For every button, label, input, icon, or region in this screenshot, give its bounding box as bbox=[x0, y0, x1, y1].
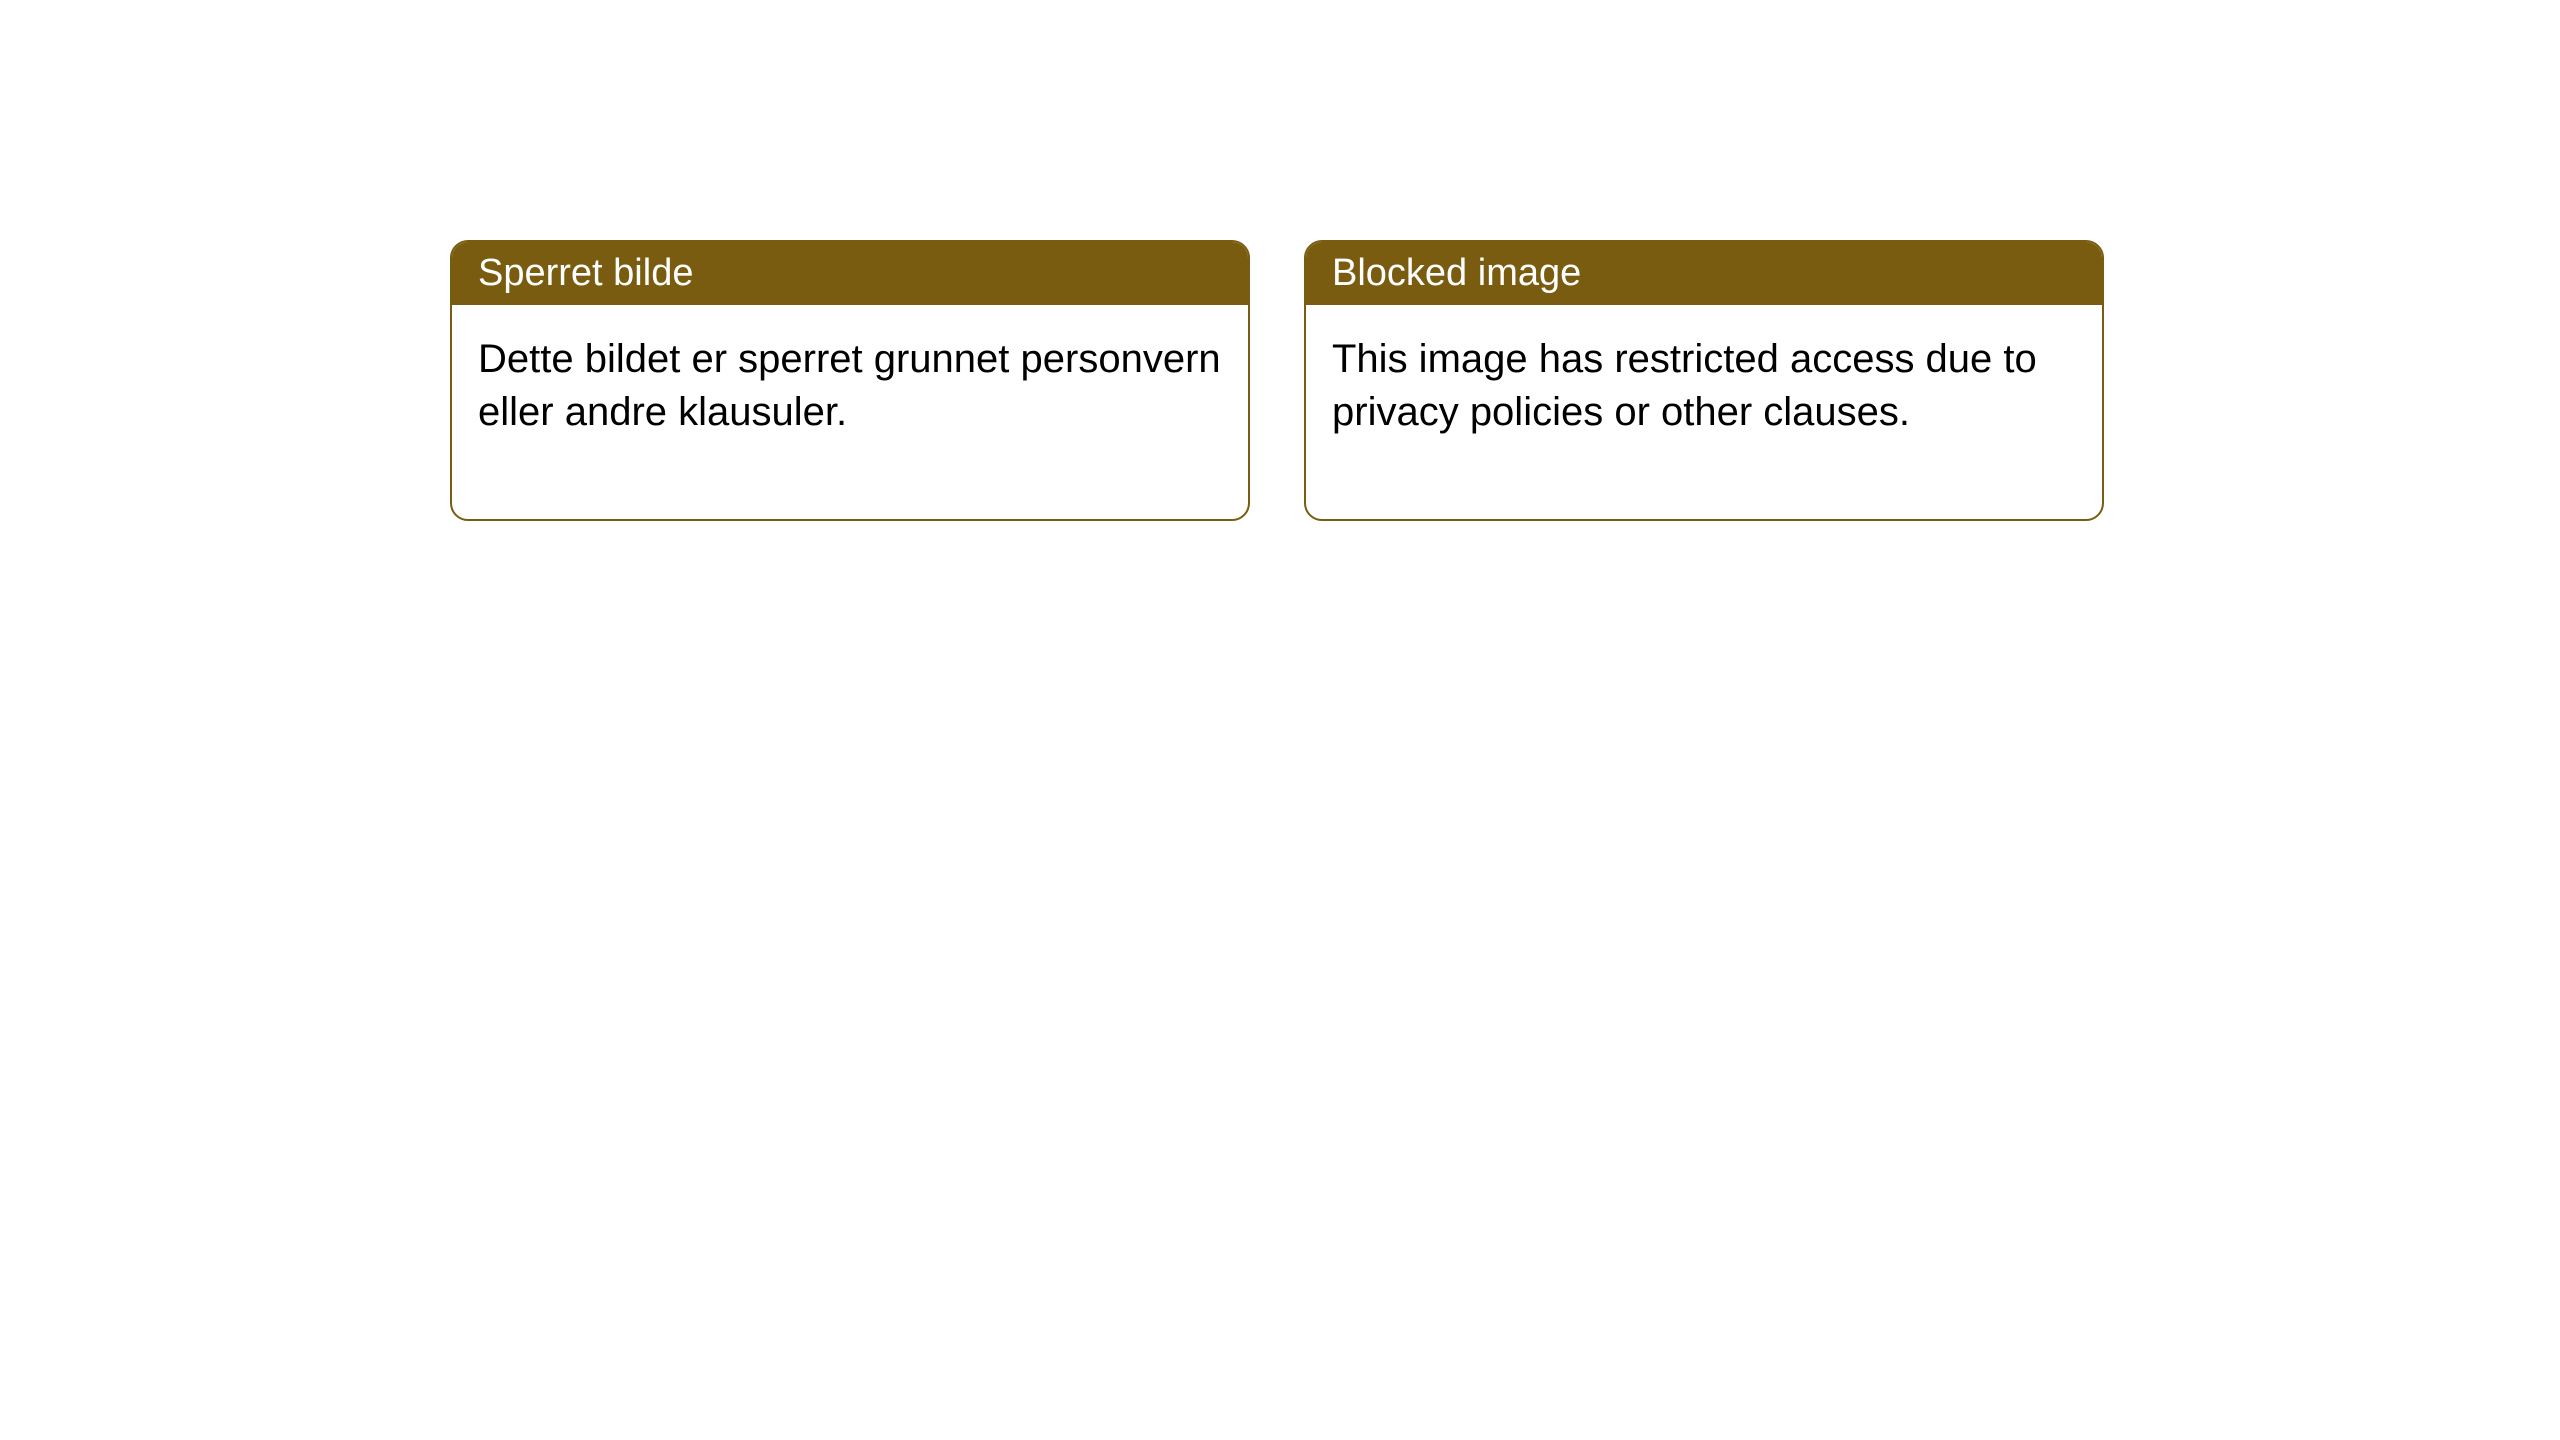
notice-container: Sperret bilde Dette bildet er sperret gr… bbox=[450, 240, 2104, 521]
notice-card-english: Blocked image This image has restricted … bbox=[1304, 240, 2104, 521]
notice-body: Dette bildet er sperret grunnet personve… bbox=[452, 305, 1248, 519]
notice-card-norwegian: Sperret bilde Dette bildet er sperret gr… bbox=[450, 240, 1250, 521]
notice-header: Blocked image bbox=[1306, 242, 2102, 305]
notice-body: This image has restricted access due to … bbox=[1306, 305, 2102, 519]
notice-header: Sperret bilde bbox=[452, 242, 1248, 305]
